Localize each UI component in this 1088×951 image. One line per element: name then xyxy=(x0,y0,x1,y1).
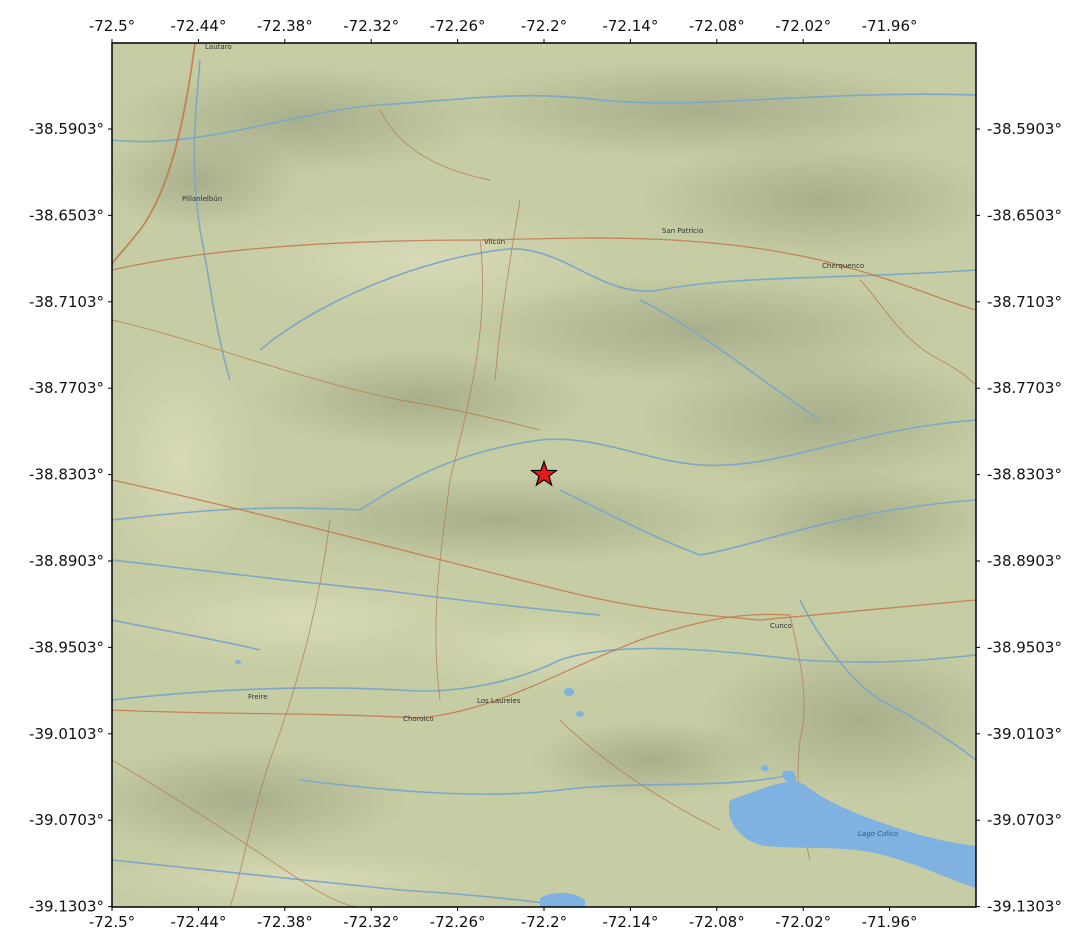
pond-3 xyxy=(761,765,769,771)
right-latitude-label: -38.5903° xyxy=(987,120,1062,138)
label-freire: Freire xyxy=(248,693,268,701)
axis-ticks xyxy=(108,39,980,911)
pond-4 xyxy=(235,660,241,664)
epicenter-star-marker xyxy=(529,459,559,487)
bottom-longitude-label: -72.02° xyxy=(775,913,831,931)
left-latitude-label: -38.8303° xyxy=(29,466,104,484)
label-san-patricio: San Patricio xyxy=(662,227,703,235)
rivers xyxy=(112,59,976,906)
label-cherquenco: Cherquenco xyxy=(822,262,864,270)
left-latitude-label: -38.7103° xyxy=(29,293,104,311)
place-labels: Lautaro Pillanlelbún Vilcún San Patricio… xyxy=(182,43,898,838)
right-latitude-label: -38.9503° xyxy=(987,638,1062,656)
left-latitude-label: -38.5903° xyxy=(29,120,104,138)
top-longitude-label: -72.44° xyxy=(170,17,226,35)
label-cunco: Cunco xyxy=(770,622,792,630)
lakes xyxy=(235,660,976,907)
left-latitude-label: -39.0103° xyxy=(29,725,104,743)
label-pillanlelbun: Pillanlelbún xyxy=(182,195,222,203)
lake-colico-inlet xyxy=(782,770,797,784)
label-vilcun: Vilcún xyxy=(484,238,505,246)
label-lautaro: Lautaro xyxy=(205,43,232,51)
left-latitude-label: -38.6503° xyxy=(29,206,104,224)
pond-1 xyxy=(564,688,574,696)
roads xyxy=(112,43,976,907)
top-longitude-label: -72.02° xyxy=(775,17,831,35)
bottom-longitude-label: -72.08° xyxy=(689,913,745,931)
left-latitude-label: -39.0703° xyxy=(29,811,104,829)
right-latitude-label: -39.0703° xyxy=(987,811,1062,829)
basemap: Lautaro Pillanlelbún Vilcún San Patricio… xyxy=(112,43,976,907)
top-longitude-label: -72.2° xyxy=(521,17,567,35)
right-latitude-label: -39.1303° xyxy=(987,898,1062,916)
right-latitude-label: -38.8903° xyxy=(987,552,1062,570)
axis-labels: -72.5° -72.44° -72.38° -72.32° -72.26° -72.2°… xyxy=(29,17,1062,931)
top-longitude-label: -72.26° xyxy=(430,17,486,35)
terrain-shading xyxy=(112,60,976,907)
top-longitude-label: -71.96° xyxy=(862,17,918,35)
bottom-longitude-label: -72.44° xyxy=(170,913,226,931)
left-latitude-label: -38.8903° xyxy=(29,552,104,570)
top-longitude-label: -72.5° xyxy=(89,17,135,35)
bottom-longitude-label: -72.5° xyxy=(89,913,135,931)
lake-colico xyxy=(728,781,976,888)
lake-south xyxy=(540,892,585,907)
right-latitude-label: -39.0103° xyxy=(987,725,1062,743)
right-latitude-label: -38.7703° xyxy=(987,379,1062,397)
left-latitude-label: -38.7703° xyxy=(29,379,104,397)
top-longitude-label: -72.14° xyxy=(602,17,658,35)
label-lago-colico: Lago Colico xyxy=(858,830,898,838)
bottom-longitude-label: -72.38° xyxy=(257,913,313,931)
left-latitude-label: -38.9503° xyxy=(29,638,104,656)
bottom-longitude-label: -72.14° xyxy=(602,913,658,931)
label-los-laureles: Los Laureles xyxy=(477,697,521,705)
bottom-longitude-label: -72.2° xyxy=(521,913,567,931)
pond-2 xyxy=(576,711,584,717)
bottom-longitude-label: -72.26° xyxy=(430,913,486,931)
right-latitude-label: -38.8303° xyxy=(987,466,1062,484)
right-latitude-label: -38.6503° xyxy=(987,206,1062,224)
bottom-longitude-label: -71.96° xyxy=(862,913,918,931)
top-longitude-label: -72.08° xyxy=(689,17,745,35)
right-latitude-label: -38.7103° xyxy=(987,293,1062,311)
label-choroico: Choroico xyxy=(403,715,434,723)
top-longitude-label: -72.32° xyxy=(343,17,399,35)
bottom-longitude-label: -72.32° xyxy=(343,913,399,931)
top-longitude-label: -72.38° xyxy=(257,17,313,35)
left-latitude-label: -39.1303° xyxy=(29,898,104,916)
